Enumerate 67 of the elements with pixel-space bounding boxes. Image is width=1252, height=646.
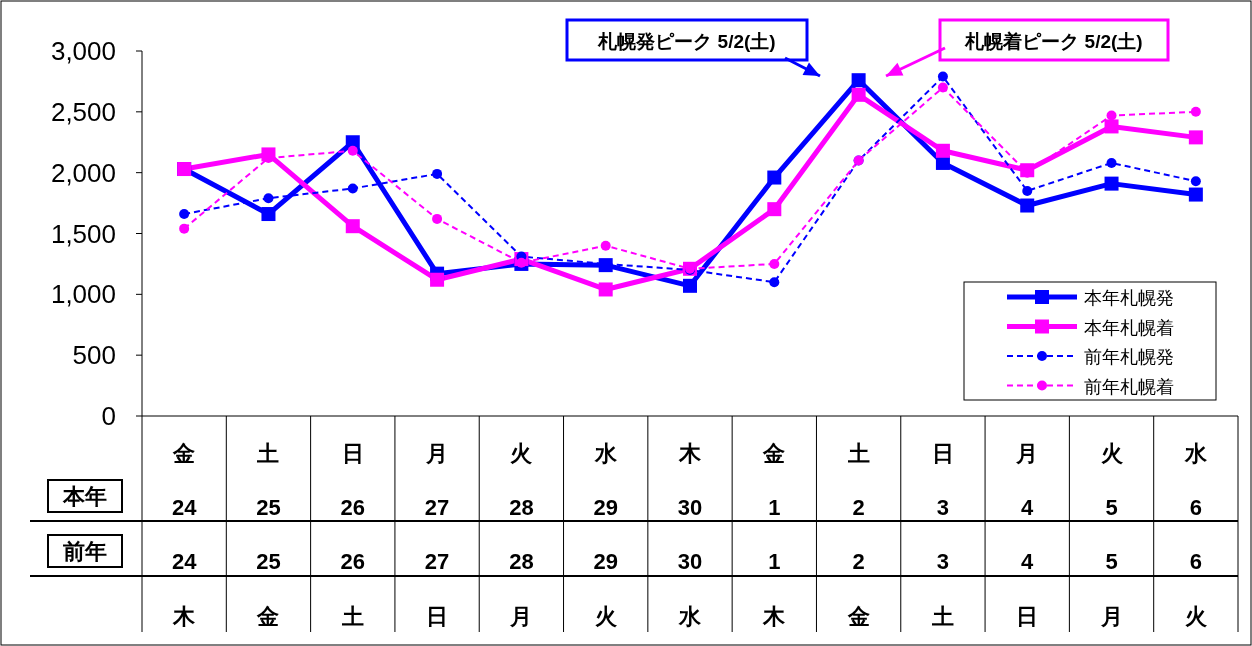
text: 金 (256, 604, 280, 629)
text: 3 (936, 549, 950, 574)
legend-label: 前年札幌発 (1084, 347, 1174, 367)
x-tick-label: 水 (1183, 441, 1208, 466)
annotation: 札幌着ピーク 5/2(土) (964, 31, 1143, 52)
x-tick-label: 日 (341, 441, 364, 466)
x-tick-label: 月 (1015, 441, 1039, 466)
y-tick-label: 2,500 (50, 96, 116, 127)
text: 5 (1105, 495, 1118, 520)
text: 金 (846, 604, 870, 629)
x-tick-label: 金 (172, 441, 196, 466)
text: 1 (768, 549, 781, 574)
text: 27 (424, 495, 450, 520)
text: 26 (340, 549, 366, 574)
text: 4 (1021, 549, 1035, 574)
x-tick-label: 月 (425, 441, 449, 466)
text: 6 (1189, 549, 1202, 574)
text: 木 (762, 604, 787, 629)
x-tick-label: 水 (593, 441, 618, 466)
text: 5 (1105, 549, 1118, 574)
text: 26 (340, 495, 366, 520)
legend-label: 前年札幌着 (1084, 376, 1174, 397)
text: 火 (1184, 604, 1208, 629)
text: 前年 (62, 539, 107, 564)
y-tick-label: 500 (72, 340, 116, 371)
text: 2 (852, 495, 865, 520)
text: 本年 (62, 484, 107, 509)
y-tick-label: 1,500 (50, 218, 116, 249)
y-tick-label: 1,000 (50, 279, 116, 310)
x-tick-label: 木 (678, 441, 702, 466)
y-tick-label: 3,000 (50, 36, 116, 66)
text: 24 (171, 495, 198, 520)
text: 28 (509, 495, 534, 520)
text: 4 (1021, 495, 1035, 520)
y-tick-label: 2,000 (50, 157, 116, 188)
text: 土 (930, 604, 954, 629)
x-tick-label: 火 (510, 441, 534, 466)
y-tick-label: 0 (101, 401, 116, 431)
text: 25 (256, 549, 281, 574)
text: 27 (424, 549, 450, 574)
text: 土 (340, 604, 364, 629)
text: 29 (593, 549, 618, 574)
legend-label: 本年札幌発 (1084, 288, 1174, 308)
x-tick-label: 金 (762, 441, 786, 466)
text: 29 (593, 495, 618, 520)
x-tick-label: 火 (1100, 441, 1124, 466)
text: 1 (768, 495, 781, 520)
text: 30 (677, 549, 703, 574)
text: 火 (594, 604, 618, 629)
text: 30 (677, 495, 703, 520)
x-tick-label: 土 (256, 441, 280, 466)
text: 24 (171, 549, 198, 574)
text: 2 (852, 549, 865, 574)
text: 日 (1016, 604, 1039, 629)
text: 木 (172, 604, 197, 629)
text: 月 (1099, 604, 1123, 629)
text: 28 (509, 549, 534, 574)
text: 月 (509, 604, 533, 629)
text: 日 (426, 604, 449, 629)
text: 3 (936, 495, 950, 520)
annotation: 札幌発ピーク 5/2(土) (597, 31, 776, 52)
text: 水 (678, 604, 702, 629)
x-tick-label: 土 (846, 441, 870, 466)
text: 6 (1189, 495, 1202, 520)
x-tick-label: 日 (931, 441, 954, 466)
legend-label: 本年札幌着 (1084, 317, 1174, 338)
text: 25 (256, 495, 281, 520)
